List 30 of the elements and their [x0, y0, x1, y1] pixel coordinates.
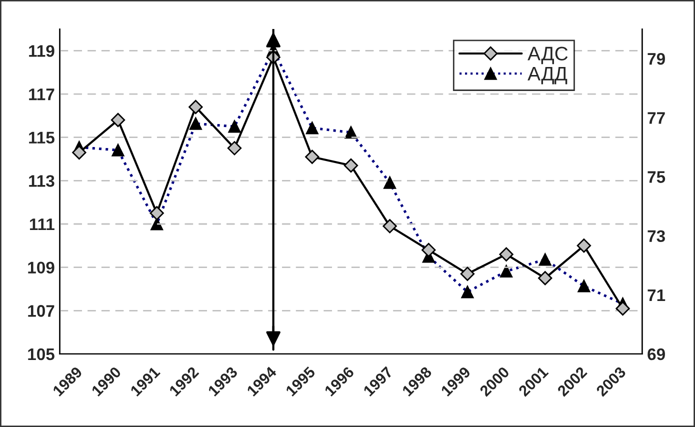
y2-tick-label: 73 — [648, 230, 665, 242]
y2-tick-label: 77 — [648, 112, 665, 124]
y-tick-label: 107 — [28, 305, 54, 317]
y-tick-label: 109 — [28, 262, 54, 274]
y-tick-label: 115 — [29, 132, 54, 144]
point — [422, 242, 436, 258]
y-tick-label: 113 — [29, 175, 54, 187]
y-tick-label: 117 — [29, 88, 54, 100]
point — [538, 271, 552, 286]
legend-label: АДС — [528, 46, 568, 64]
y-tick-label: 119 — [29, 45, 54, 57]
point — [188, 100, 203, 114]
point — [576, 238, 592, 253]
y-tick-label: 111 — [30, 218, 54, 230]
point — [499, 247, 514, 262]
y2-tick-label: 69 — [648, 348, 665, 360]
point — [150, 206, 164, 220]
y-tick-label: 105 — [28, 348, 54, 360]
legend-label: АДД — [528, 67, 568, 84]
point — [382, 219, 397, 234]
point — [616, 301, 630, 316]
y2-tick-label: 75 — [648, 171, 666, 183]
y2-tick-label: 71 — [648, 289, 666, 301]
point — [460, 266, 475, 281]
point — [110, 112, 126, 128]
point — [305, 150, 320, 164]
point — [72, 145, 86, 160]
point — [344, 158, 358, 173]
y2-tick-label: 79 — [648, 52, 665, 65]
point — [227, 141, 242, 156]
